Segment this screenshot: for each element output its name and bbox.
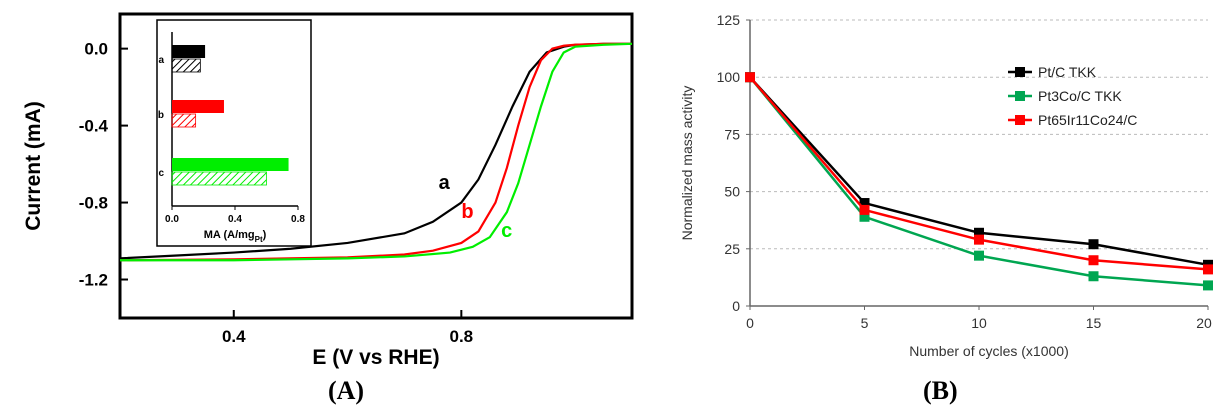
inset-x-tick-label: 0.0 xyxy=(165,214,179,225)
inset-bar-a-solid xyxy=(172,45,206,58)
panel-label-b: (B) xyxy=(923,376,958,405)
y-tick-label: 25 xyxy=(724,241,740,257)
x-tick-label: 10 xyxy=(971,315,987,331)
x-tick-label: 15 xyxy=(1086,315,1102,331)
x-tick-label: 0 xyxy=(746,315,754,331)
y-tick-label: 100 xyxy=(717,69,741,85)
chart-a: 0.0 -0.4 -0.8 -1.2 0.4 0.8 E (V vs RHE) Current… xyxy=(22,12,634,369)
inset-bar-c-solid xyxy=(172,158,289,171)
inset-bar-a-hatched xyxy=(171,58,201,73)
series-label-a: a xyxy=(439,172,451,194)
data-point xyxy=(745,72,755,83)
x-tick-label: 0.8 xyxy=(450,327,474,346)
series-label-b: b xyxy=(461,201,473,223)
data-point xyxy=(1203,280,1213,291)
y-tick-label: 0 xyxy=(732,298,740,314)
y-tick-label: 50 xyxy=(724,184,740,200)
y-tick-label: -0.8 xyxy=(79,194,108,213)
data-point xyxy=(974,234,984,245)
inset-x-tick-label: 0.4 xyxy=(228,214,242,225)
legend-marker xyxy=(1015,115,1025,125)
legend-entry: Pt65Ir11Co24/C xyxy=(1038,112,1137,128)
legend-marker xyxy=(1015,67,1025,77)
inset-bar-b-solid xyxy=(172,100,224,113)
y-axis-label: Current (mA) xyxy=(22,101,45,231)
x-axis-label: E (V vs RHE) xyxy=(312,346,439,369)
series-label-c: c xyxy=(501,220,512,242)
legend-entry: Pt3Co/C TKK xyxy=(1038,88,1122,104)
data-point xyxy=(974,250,984,261)
series-line-b xyxy=(119,42,632,262)
data-point xyxy=(859,198,870,209)
y-axis-label: Normalized mass activity xyxy=(679,86,695,241)
legend-entry: Pt/C TKK xyxy=(1038,64,1097,80)
data-point xyxy=(974,227,984,238)
y-tick-label: -0.4 xyxy=(79,117,109,136)
inset-bar-c-hatched xyxy=(171,171,267,186)
data-point xyxy=(1088,255,1099,266)
series-line-c xyxy=(120,42,633,262)
data-point xyxy=(859,211,870,222)
y-tick-label: 0.0 xyxy=(84,40,108,59)
inset-x-axis-label: MA (A/mgPt) xyxy=(204,229,267,244)
x-tick-label: 5 xyxy=(861,315,869,331)
legend-marker xyxy=(1015,91,1025,101)
data-point xyxy=(1088,271,1099,282)
x-tick-label: 0.4 xyxy=(222,327,246,346)
inset-category-label: a xyxy=(158,55,164,66)
inset-x-tick-label: 0.8 xyxy=(291,214,305,225)
data-point xyxy=(1088,239,1099,250)
y-tick-label: -1.2 xyxy=(79,271,108,290)
y-tick-label: 75 xyxy=(724,126,740,142)
inset-bar-b-hatched xyxy=(171,113,197,128)
panel-label-a: (A) xyxy=(328,376,365,405)
x-tick-label: 20 xyxy=(1196,315,1212,331)
inset-category-label: b xyxy=(158,110,164,121)
plot-frame xyxy=(118,12,634,320)
y-tick-label: 125 xyxy=(717,12,741,28)
data-point xyxy=(859,204,870,215)
inset-box xyxy=(156,19,312,247)
chart-b: 0 25 50 75 100 125 0 5 10 15 20 Number of cycles (x… xyxy=(679,12,1213,359)
x-axis-label: Number of cycles (x1000) xyxy=(909,343,1069,359)
inset-category-label: c xyxy=(158,168,164,179)
data-point xyxy=(1203,264,1213,275)
